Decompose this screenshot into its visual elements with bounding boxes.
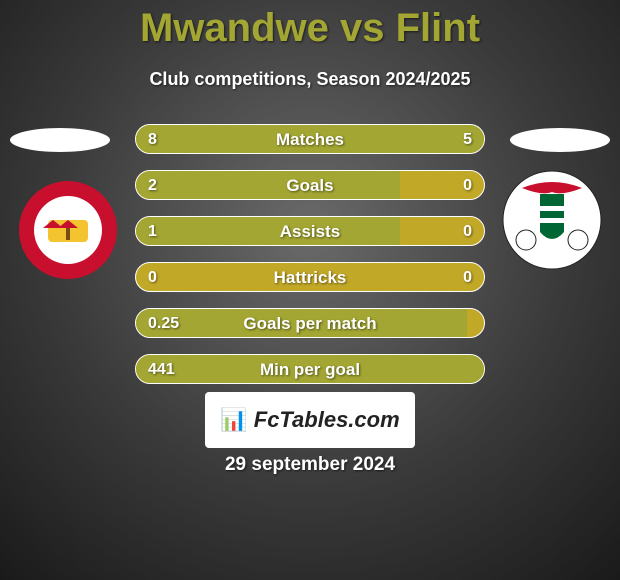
bar-row: Goals2 0 xyxy=(135,170,485,200)
bar-value-left: 2 xyxy=(148,171,157,200)
bar-row: Matches8 5 xyxy=(135,124,485,154)
bar-row: Assists1 0 xyxy=(135,216,485,246)
bar-value-left: 1 xyxy=(148,217,157,246)
bar-value-right: 5 xyxy=(463,125,472,154)
bar-value-left: 8 xyxy=(148,125,157,154)
bar-value-left: 0.25 xyxy=(148,309,179,338)
chart-icon: 📊 xyxy=(220,407,247,433)
bar-row: Goals per match0.25 xyxy=(135,308,485,338)
bar-label: Min per goal xyxy=(136,355,484,384)
bar-value-right: 0 xyxy=(463,171,472,200)
team-badge-left xyxy=(18,180,118,280)
bar-label: Goals xyxy=(136,171,484,200)
bar-label: Matches xyxy=(136,125,484,154)
oval-decoration-right xyxy=(510,128,610,152)
bar-row: Min per goal441 xyxy=(135,354,485,384)
comparison-bars: Matches85Goals20Assists10Hattricks00Goal… xyxy=(135,124,485,400)
brand-box[interactable]: 📊 FcTables.com xyxy=(205,392,415,448)
date-text: 29 september 2024 xyxy=(0,454,620,476)
infographic-container: Mwandwe vs Flint Club competitions, Seas… xyxy=(0,0,620,580)
bar-label: Hattricks xyxy=(136,263,484,292)
oval-decoration-left xyxy=(10,128,110,152)
bar-label: Goals per match xyxy=(136,309,484,338)
brand-label: FcTables.com xyxy=(254,407,400,433)
bar-value-right: 0 xyxy=(463,217,472,246)
bar-row: Hattricks0 0 xyxy=(135,262,485,292)
bar-label: Assists xyxy=(136,217,484,246)
bar-value-left: 441 xyxy=(148,355,175,384)
subtitle: Club competitions, Season 2024/2025 xyxy=(0,69,620,90)
bar-value-left: 0 xyxy=(148,263,157,292)
bar-value-right: 0 xyxy=(463,263,472,292)
team-badge-right xyxy=(502,170,602,270)
page-title: Mwandwe vs Flint xyxy=(0,0,620,51)
